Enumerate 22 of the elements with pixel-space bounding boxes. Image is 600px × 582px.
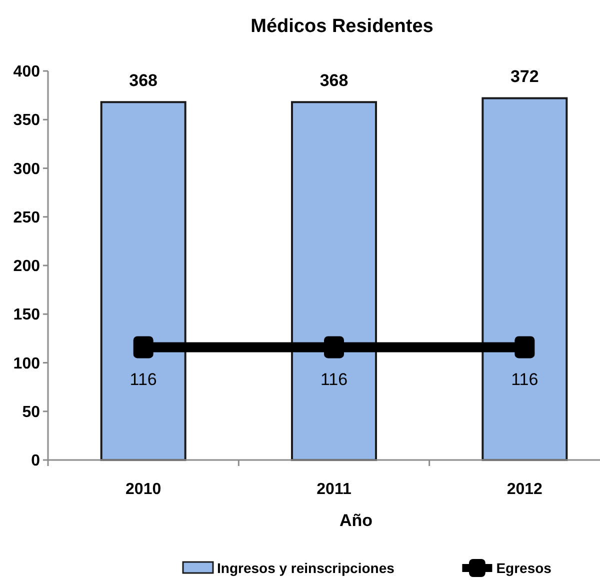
y-tick-label: 0: [31, 452, 40, 470]
x-tick-label: 2011: [316, 481, 352, 498]
y-tick-label: 100: [13, 355, 40, 372]
data-label: 372: [510, 67, 539, 86]
data-label: 116: [130, 370, 157, 390]
x-tick-label: 2012: [506, 481, 543, 498]
legend-label: Egresos: [496, 560, 552, 576]
y-tick-label: 250: [13, 209, 40, 226]
y-tick-label: 200: [13, 258, 40, 276]
x-tick-label: 2010: [126, 481, 162, 498]
y-tick-label: 300: [13, 160, 40, 178]
y-tick-label: 400: [13, 64, 40, 81]
data-label: 116: [320, 370, 348, 390]
y-tick-label: 50: [22, 404, 40, 421]
data-label: 368: [129, 71, 158, 90]
legend-label: Ingresos y reinscripciones: [217, 560, 395, 576]
data-label: 368: [320, 71, 348, 90]
y-tick-label: 150: [13, 306, 40, 324]
data-label: 116: [511, 370, 538, 390]
chart-title: Médicos Residentes: [250, 16, 434, 37]
y-tick-label: 350: [13, 112, 40, 130]
x-axis-title: Año: [339, 511, 373, 530]
